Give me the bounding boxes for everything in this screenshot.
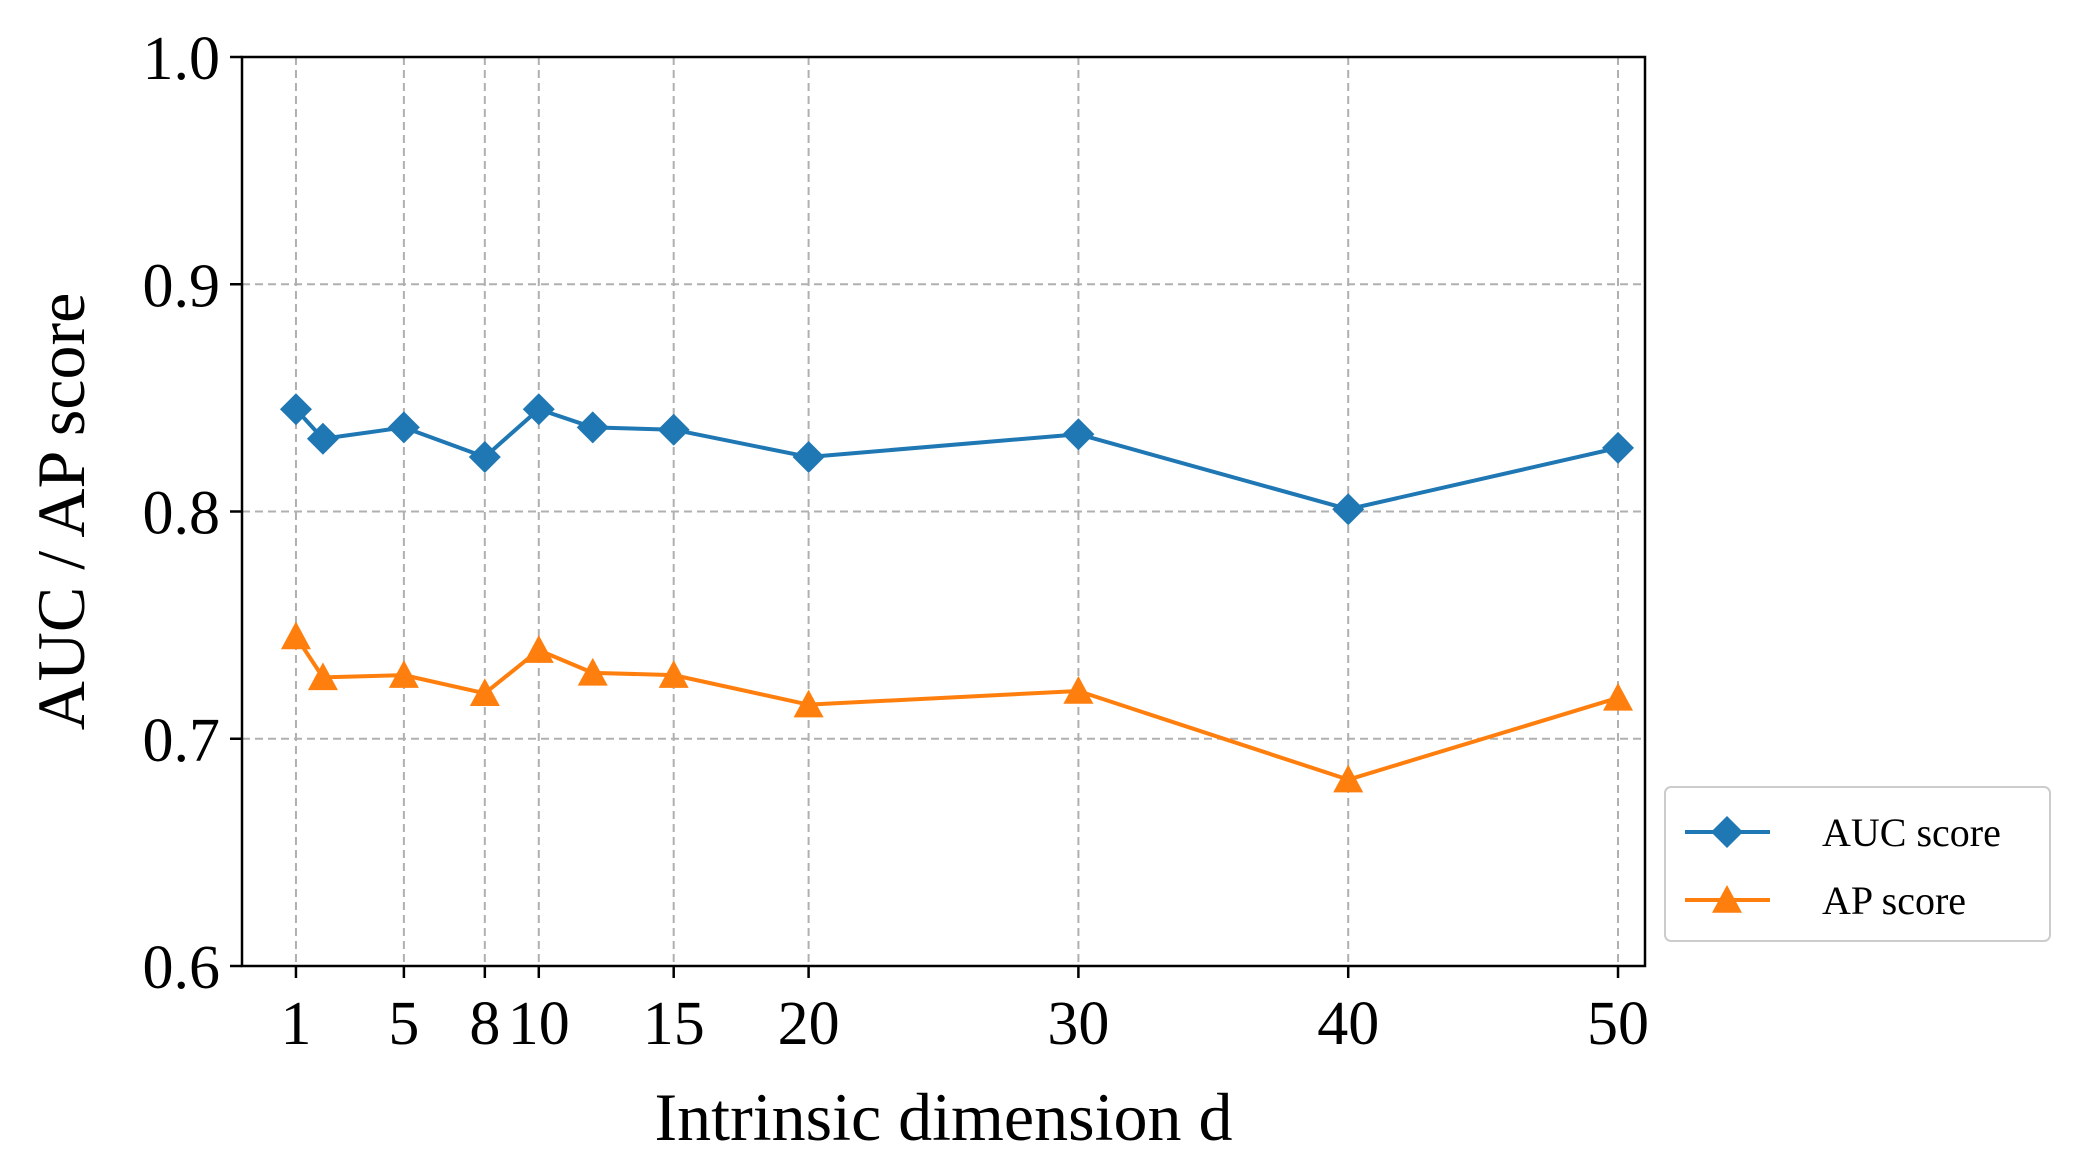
data-point-ap-score-30	[1063, 676, 1094, 704]
data-point-auc-score-15	[657, 413, 690, 446]
series-layer	[279, 393, 1635, 793]
data-point-auc-score-8	[468, 440, 501, 473]
grid-layer	[242, 56, 1645, 967]
y-tick-label-0.8: 0.8	[143, 480, 221, 548]
data-point-auc-score-2	[306, 422, 339, 455]
data-point-ap-score-15	[658, 660, 689, 688]
data-point-ap-score-50	[1603, 682, 1634, 711]
y-axis-label: AUC / AP score	[23, 293, 99, 731]
data-point-auc-score-40	[1332, 493, 1365, 526]
data-point-ap-score-40	[1333, 764, 1364, 793]
data-point-auc-score-1	[279, 393, 312, 426]
legend-label-ap-score: AP score	[1822, 878, 1966, 923]
legend-label-auc-score: AUC score	[1822, 810, 2001, 855]
x-tick-label-20: 20	[778, 990, 840, 1058]
y-tick-label-0.9: 0.9	[143, 252, 221, 320]
x-tick-label-30: 30	[1047, 990, 1109, 1058]
data-point-auc-score-30	[1062, 418, 1095, 451]
data-point-ap-score-1	[280, 621, 311, 650]
x-tick-label-5: 5	[388, 990, 419, 1058]
tick-layer: 1 5 8 10 15 20 30 40 500.60.70.80.91.0	[143, 25, 1650, 1058]
legend: AUC score AP score	[1664, 786, 2051, 942]
data-point-ap-score-10	[523, 635, 554, 663]
legend-item-auc-score: AUC score	[1685, 810, 2001, 855]
x-tick-label-40: 40	[1317, 990, 1379, 1058]
x-tick-label-10: 10	[508, 990, 570, 1058]
x-tick-label-15: 15	[643, 990, 705, 1058]
legend-box	[1664, 786, 2051, 942]
y-tick-label-1.0: 1.0	[143, 25, 221, 93]
x-tick-label-50: 50	[1587, 990, 1649, 1058]
data-point-auc-score-10	[522, 393, 555, 426]
data-point-auc-score-20	[792, 440, 825, 473]
data-point-ap-score-20	[793, 689, 824, 718]
data-point-ap-score-8	[469, 678, 500, 707]
data-point-auc-score-5	[387, 411, 420, 444]
legend-marker-auc-score	[1711, 816, 1743, 848]
data-point-auc-score-12	[576, 411, 609, 444]
data-point-ap-score-12	[577, 657, 608, 686]
data-point-ap-score-5	[388, 660, 419, 688]
x-tick-label-8: 8	[469, 990, 500, 1058]
series-ap-score	[280, 621, 1634, 793]
y-tick-label-0.7: 0.7	[143, 707, 221, 775]
y-tick-label-0.6: 0.6	[143, 934, 221, 1002]
data-point-ap-score-2	[307, 662, 338, 691]
legend-marker-ap-score	[1712, 885, 1742, 913]
series-line-ap-score	[294, 635, 1619, 782]
data-point-auc-score-50	[1602, 431, 1635, 464]
x-axis-label: Intrinsic dimension d	[655, 1079, 1233, 1155]
series-auc-score	[279, 393, 1635, 526]
legend-item-ap-score: AP score	[1685, 878, 1966, 923]
x-tick-label-1: 1	[280, 990, 311, 1058]
